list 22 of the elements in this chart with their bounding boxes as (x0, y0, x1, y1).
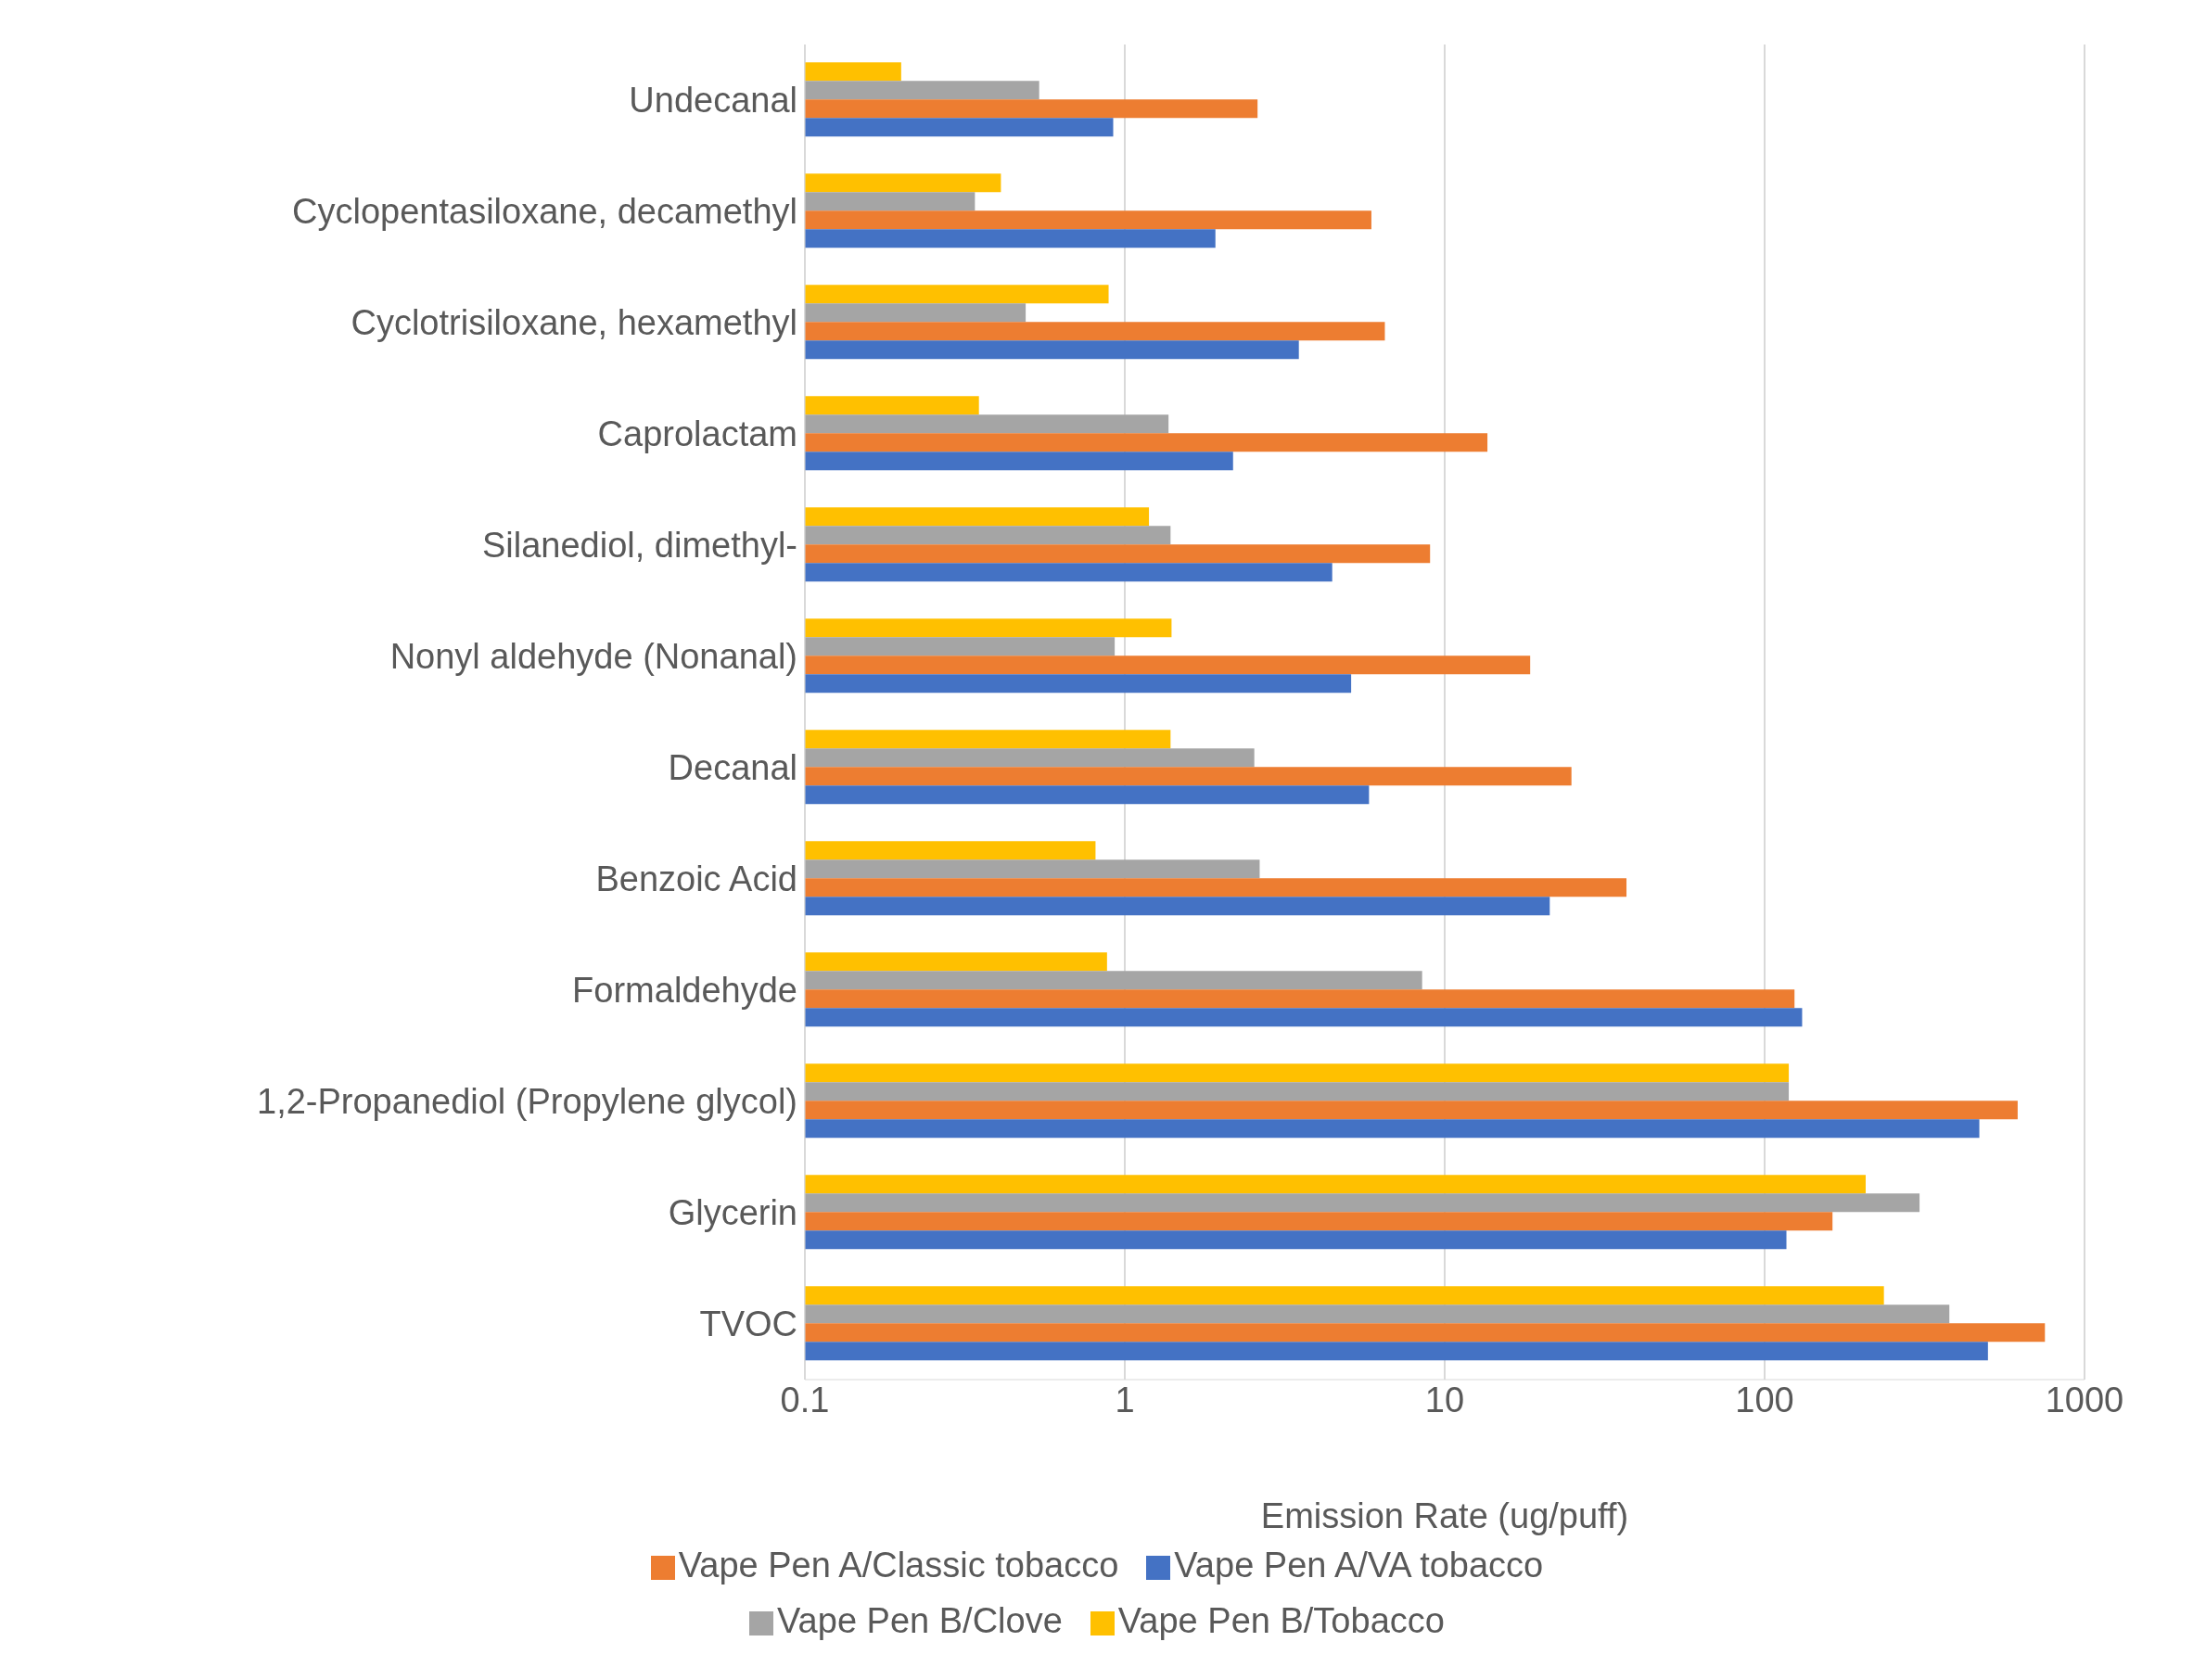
legend-label: Vape Pen A/Classic tobacco (678, 1546, 1119, 1585)
legend-label: Vape Pen A/VA tobacco (1174, 1546, 1544, 1585)
y-tick-label: Silanediol, dimethyl- (481, 526, 797, 566)
y-tick-label: Formaldehyde (572, 971, 797, 1011)
x-tick-label: 100 (1735, 1380, 1794, 1419)
y-tick-label: Glycerin (668, 1193, 797, 1233)
x-tick-label: 1 (1115, 1380, 1135, 1419)
y-tick-label: Nonyl aldehyde (Nonanal) (389, 637, 797, 677)
legend-label: Vape Pen B/Clove (777, 1601, 1063, 1640)
y-tick-label: Decanal (668, 748, 797, 788)
y-tick-label: Caprolactam (597, 414, 797, 454)
x-tick-label: 10 (1424, 1380, 1465, 1419)
x-tick-label: 1000 (2045, 1380, 2124, 1419)
legend-label: Vape Pen B/Tobacco (1117, 1601, 1445, 1640)
y-tick-label: Benzoic Acid (595, 859, 797, 899)
y-tick-label: TVOC (699, 1305, 797, 1344)
y-tick-label: Undecanal (629, 81, 797, 121)
x-tick-label: 0.1 (780, 1380, 830, 1419)
y-tick-label: Cyclopentasiloxane, decamethyl (292, 192, 797, 232)
x-axis-title: Emission Rate (ug/puff) (1260, 1496, 1629, 1535)
y-tick-label: 1,2-Propanediol (Propylene glycol) (257, 1082, 797, 1122)
y-tick-label: Cyclotrisiloxane, hexamethyl (351, 303, 797, 343)
